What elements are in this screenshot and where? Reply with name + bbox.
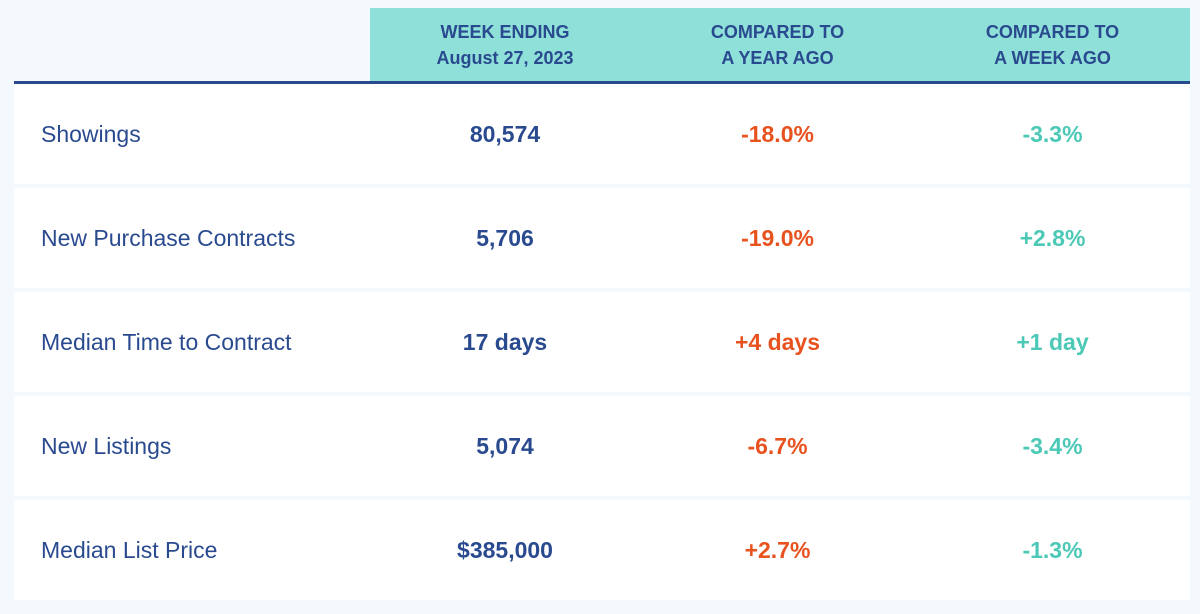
- table-row: New Listings 5,074 -6.7% -3.4%: [14, 396, 1190, 496]
- row-year-change: +2.7%: [744, 536, 811, 563]
- header-rule: [14, 81, 1190, 84]
- header-week-ending: WEEK ENDING August 27, 2023: [370, 8, 640, 81]
- table-row: Median Time to Contract 17 days +4 days …: [14, 292, 1190, 392]
- table-row: Median List Price $385,000 +2.7% -1.3%: [14, 500, 1190, 600]
- row-year-change: -18.0%: [741, 120, 814, 147]
- row-week-change: -1.3%: [1022, 536, 1083, 563]
- row-week-change: -3.4%: [1022, 432, 1083, 459]
- header-year-ago-line2: A YEAR AGO: [721, 47, 834, 68]
- header-year-ago: COMPARED TO A YEAR AGO: [640, 8, 915, 81]
- row-label: Showings: [41, 120, 141, 147]
- header-week-ago: COMPARED TO A WEEK AGO: [915, 8, 1190, 81]
- table-header: WEEK ENDING August 27, 2023 COMPARED TO …: [14, 8, 1190, 81]
- row-value: 80,574: [469, 120, 541, 147]
- table-row: Showings 80,574 -18.0% -3.3%: [14, 84, 1190, 184]
- header-week-ending-line2: August 27, 2023: [436, 47, 574, 68]
- row-label: Median Time to Contract: [41, 328, 292, 355]
- header-week-ago-line2: A WEEK AGO: [994, 47, 1111, 68]
- row-week-change: -3.3%: [1022, 120, 1083, 147]
- row-year-change: +4 days: [734, 328, 821, 355]
- header-week-ending-line1: WEEK ENDING: [440, 21, 570, 42]
- row-week-change: +1 day: [1016, 328, 1089, 355]
- header-spacer: [14, 8, 370, 81]
- row-year-change: -6.7%: [747, 432, 808, 459]
- row-value: 5,706: [476, 224, 534, 251]
- row-value: $385,000: [457, 536, 553, 563]
- row-value: 5,074: [476, 432, 534, 459]
- row-value: 17 days: [462, 328, 548, 355]
- header-year-ago-line1: COMPARED TO: [710, 21, 845, 42]
- stats-table: WEEK ENDING August 27, 2023 COMPARED TO …: [14, 8, 1190, 600]
- row-label: Median List Price: [41, 536, 218, 563]
- row-year-change: -19.0%: [741, 224, 814, 251]
- row-label: New Listings: [41, 432, 172, 459]
- header-week-ago-line1: COMPARED TO: [985, 21, 1120, 42]
- header-band: WEEK ENDING August 27, 2023 COMPARED TO …: [370, 8, 1190, 81]
- row-label: New Purchase Contracts: [41, 224, 296, 251]
- row-week-change: +2.8%: [1019, 224, 1086, 251]
- table-row: New Purchase Contracts 5,706 -19.0% +2.8…: [14, 188, 1190, 288]
